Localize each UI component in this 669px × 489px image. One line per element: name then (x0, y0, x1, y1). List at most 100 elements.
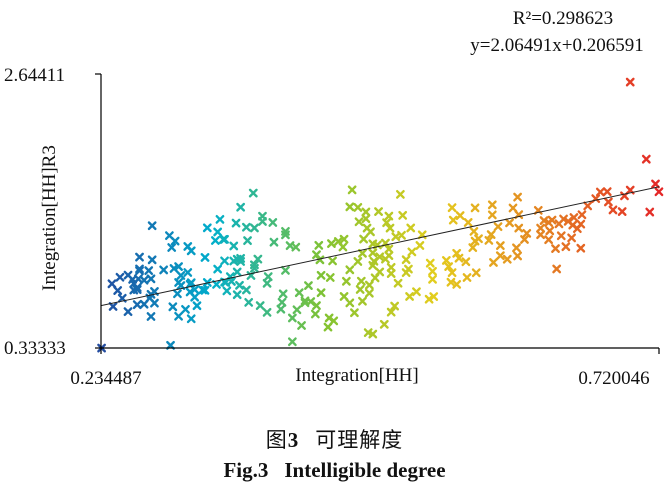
data-point (159, 265, 169, 275)
data-point (139, 299, 149, 309)
data-point (452, 248, 462, 258)
data-point (232, 267, 242, 277)
data-point (328, 256, 337, 266)
data-point (512, 243, 521, 253)
x-tick-label-right: 0.720046 (578, 368, 649, 389)
data-point (186, 314, 196, 324)
caption-cn-prefix: 图 (265, 428, 288, 452)
data-point (508, 203, 518, 213)
data-point (415, 241, 425, 250)
data-point (567, 233, 577, 243)
data-point (262, 278, 272, 288)
data-point (495, 241, 505, 250)
data-point (232, 290, 242, 300)
data-point (641, 154, 651, 164)
data-point (358, 248, 367, 258)
data-point (412, 287, 421, 297)
data-point (262, 307, 272, 317)
data-point (374, 207, 383, 216)
data-point (281, 230, 290, 240)
data-point (381, 254, 390, 264)
data-point (356, 276, 366, 286)
data-point (350, 308, 359, 318)
data-point (625, 77, 635, 87)
data-point (447, 203, 457, 213)
data-point (522, 228, 532, 238)
data-point (345, 202, 355, 212)
data-point (113, 286, 123, 295)
data-point (368, 248, 378, 258)
data-point (361, 214, 371, 224)
data-point (428, 274, 437, 284)
data-point (487, 210, 497, 220)
data-point (347, 185, 357, 195)
data-point (200, 253, 210, 262)
data-point (385, 223, 395, 233)
data-point (386, 263, 396, 272)
data-point (471, 268, 481, 278)
data-point (304, 281, 313, 290)
data-point (135, 252, 144, 262)
data-point (135, 266, 144, 276)
data-point (190, 285, 200, 294)
data-point (474, 234, 483, 244)
data-point (146, 289, 156, 299)
data-point (323, 322, 333, 332)
data-point (424, 294, 434, 304)
data-point (561, 242, 571, 252)
data-point (123, 307, 133, 317)
data-point (227, 277, 236, 286)
data-point (468, 243, 478, 253)
data-point (244, 297, 254, 307)
data-point (470, 203, 480, 213)
data-point (441, 256, 451, 265)
data-point (547, 215, 557, 225)
data-point (386, 307, 396, 317)
data-point (220, 234, 229, 244)
data-point (132, 300, 142, 310)
data-point (617, 207, 627, 216)
data-point (495, 251, 505, 261)
data-point (368, 329, 378, 339)
data-point (316, 270, 326, 280)
data-point (384, 244, 394, 254)
data-point (241, 285, 251, 295)
data-point (220, 256, 229, 266)
data-point (576, 219, 586, 229)
data-point (263, 272, 273, 282)
data-point (556, 231, 566, 241)
data-point (425, 258, 435, 268)
data-point (536, 230, 545, 240)
data-point (368, 239, 378, 249)
data-point (463, 218, 473, 227)
caption-english: Fig.3 Intelligible degree (0, 458, 669, 483)
x-axis-label: Integration[HH] (295, 365, 418, 386)
data-point (278, 289, 288, 299)
data-point (164, 231, 174, 241)
data-point (192, 301, 202, 311)
data-point (231, 218, 241, 228)
data-point (338, 242, 348, 252)
data-point (281, 265, 290, 275)
data-point (654, 187, 664, 197)
data-point (294, 288, 304, 298)
r-squared-label: R²=0.298623 (513, 8, 613, 29)
data-point (215, 214, 225, 224)
data-point (198, 285, 208, 295)
y-tick-label-top: 2.64411 (4, 65, 65, 86)
data-point (325, 273, 335, 282)
data-point (268, 218, 278, 227)
data-point (364, 280, 374, 290)
data-point (232, 254, 242, 264)
data-point (602, 187, 612, 197)
caption-chinese: 图3 可理解度 (0, 424, 669, 454)
data-point (135, 264, 144, 274)
data-point (382, 218, 391, 228)
data-point (144, 266, 154, 276)
x-tick-label-left: 0.234487 (70, 368, 141, 389)
data-point (213, 264, 223, 274)
data-point (353, 257, 363, 266)
data-point (493, 222, 503, 232)
data-point (115, 272, 125, 282)
data-point (212, 279, 221, 289)
